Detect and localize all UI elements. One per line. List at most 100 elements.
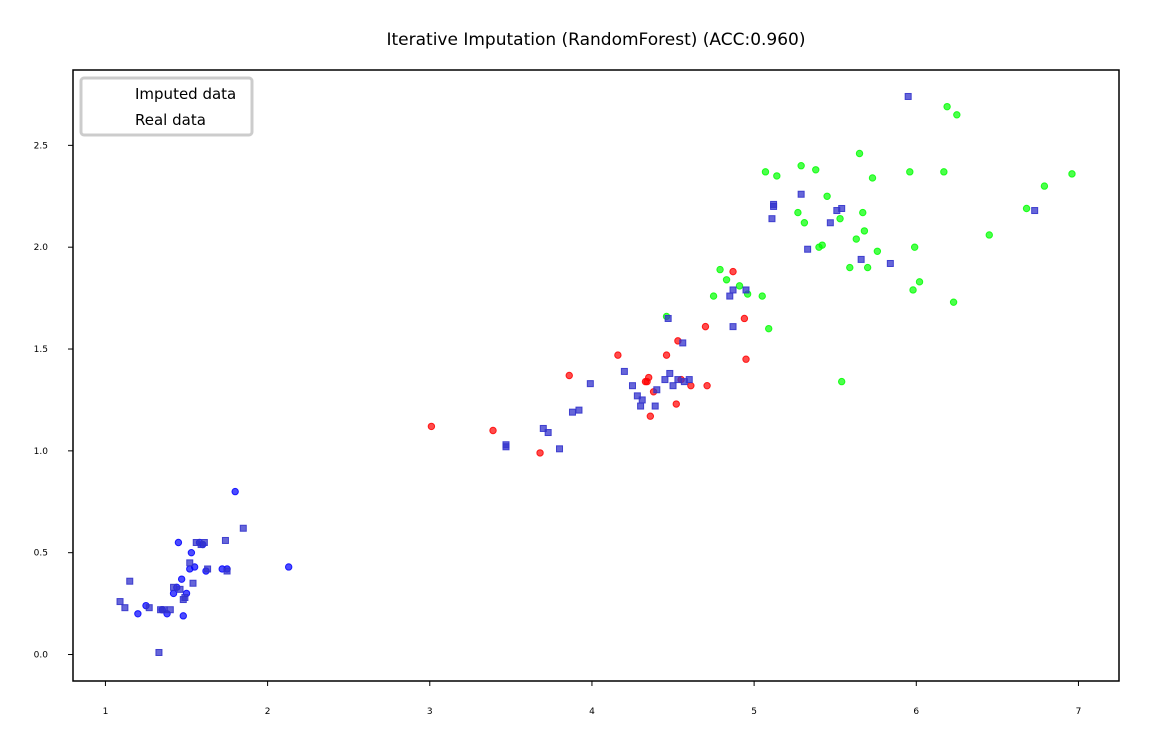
data-point xyxy=(568,408,576,416)
data-point xyxy=(768,215,776,223)
series-imputed xyxy=(116,92,1039,656)
data-point xyxy=(758,292,766,300)
data-point xyxy=(661,376,669,384)
data-point xyxy=(852,235,860,243)
legend-box xyxy=(79,76,254,137)
data-point xyxy=(614,351,622,359)
y-tick-label: 2.5 xyxy=(34,141,48,151)
data-point xyxy=(742,355,750,363)
data-point xyxy=(116,598,124,606)
data-point xyxy=(915,278,924,286)
data-point xyxy=(701,322,710,331)
data-point xyxy=(181,593,189,601)
data-point xyxy=(669,382,677,390)
data-point xyxy=(943,102,951,111)
data-point xyxy=(729,267,737,276)
data-point xyxy=(646,412,655,420)
data-point xyxy=(797,162,805,170)
data-point xyxy=(859,208,867,217)
data-point xyxy=(953,111,961,119)
data-point xyxy=(575,406,583,414)
data-point xyxy=(176,585,184,593)
plot-area xyxy=(72,69,1120,682)
y-tick-label: 2.0 xyxy=(34,243,49,253)
data-point xyxy=(174,538,183,547)
data-point xyxy=(873,247,882,255)
data-point xyxy=(651,402,659,410)
data-point xyxy=(1022,204,1031,213)
data-point xyxy=(685,376,693,384)
data-point xyxy=(823,192,831,200)
data-point xyxy=(637,402,645,410)
data-point xyxy=(949,298,958,306)
data-point xyxy=(200,539,208,547)
data-point xyxy=(940,168,948,176)
data-point xyxy=(729,286,737,294)
data-points xyxy=(116,92,1076,656)
x-tick-label: 5 xyxy=(751,707,757,717)
data-point xyxy=(906,168,914,176)
data-point xyxy=(170,583,178,591)
data-point xyxy=(846,263,854,272)
data-point xyxy=(126,577,134,585)
data-point xyxy=(204,565,212,573)
y-tick-label: 0.5 xyxy=(34,549,48,559)
data-point xyxy=(857,255,865,263)
data-point xyxy=(740,314,749,323)
data-point xyxy=(729,323,737,331)
data-point xyxy=(735,282,744,290)
data-point xyxy=(687,381,695,390)
data-point xyxy=(427,422,436,431)
data-point xyxy=(838,204,846,212)
axis-ticks: 1 2 3 4 5 6 7 0.0 0.5 1.0 1.5 2.0 2.5 xyxy=(34,141,1082,717)
data-point xyxy=(836,214,844,223)
data-point xyxy=(1040,182,1049,190)
data-point xyxy=(189,579,197,587)
data-point xyxy=(868,174,877,182)
x-tick-label: 1 xyxy=(103,707,109,717)
data-point xyxy=(155,648,163,656)
data-point xyxy=(221,536,229,544)
data-point xyxy=(812,166,820,174)
data-point xyxy=(633,392,641,400)
data-point xyxy=(239,524,247,532)
data-point xyxy=(804,245,812,253)
data-point xyxy=(638,396,646,404)
data-point xyxy=(773,172,781,180)
legend: Imputed data Real data xyxy=(79,76,254,137)
y-tick-label: 1.0 xyxy=(34,447,49,457)
data-point xyxy=(121,604,129,612)
data-point xyxy=(765,324,773,333)
data-point xyxy=(620,367,628,375)
data-point xyxy=(818,241,826,249)
data-point xyxy=(536,449,544,457)
data-point xyxy=(770,202,778,210)
data-point xyxy=(910,243,919,251)
data-point xyxy=(628,382,636,390)
chart-title: Iterative Imputation (RandomForest) (ACC… xyxy=(387,30,806,50)
data-point xyxy=(643,377,651,386)
data-point xyxy=(800,219,809,227)
data-point xyxy=(855,149,864,158)
data-point xyxy=(177,575,186,583)
data-point xyxy=(904,92,912,100)
data-point xyxy=(179,612,187,620)
data-point xyxy=(664,314,672,322)
data-point xyxy=(709,292,718,300)
data-point xyxy=(703,381,711,390)
data-point xyxy=(863,263,872,272)
data-point xyxy=(169,589,178,598)
legend-entry-imputed: Imputed data xyxy=(135,85,236,103)
data-point xyxy=(985,231,993,239)
data-point xyxy=(837,377,846,386)
data-point xyxy=(662,351,671,359)
data-point xyxy=(826,219,834,227)
data-point xyxy=(742,286,750,294)
data-point xyxy=(797,190,805,198)
data-point xyxy=(145,604,153,612)
data-point xyxy=(586,380,594,388)
x-tick-label: 2 xyxy=(265,707,271,717)
data-point xyxy=(160,606,168,614)
data-point xyxy=(1031,207,1039,215)
